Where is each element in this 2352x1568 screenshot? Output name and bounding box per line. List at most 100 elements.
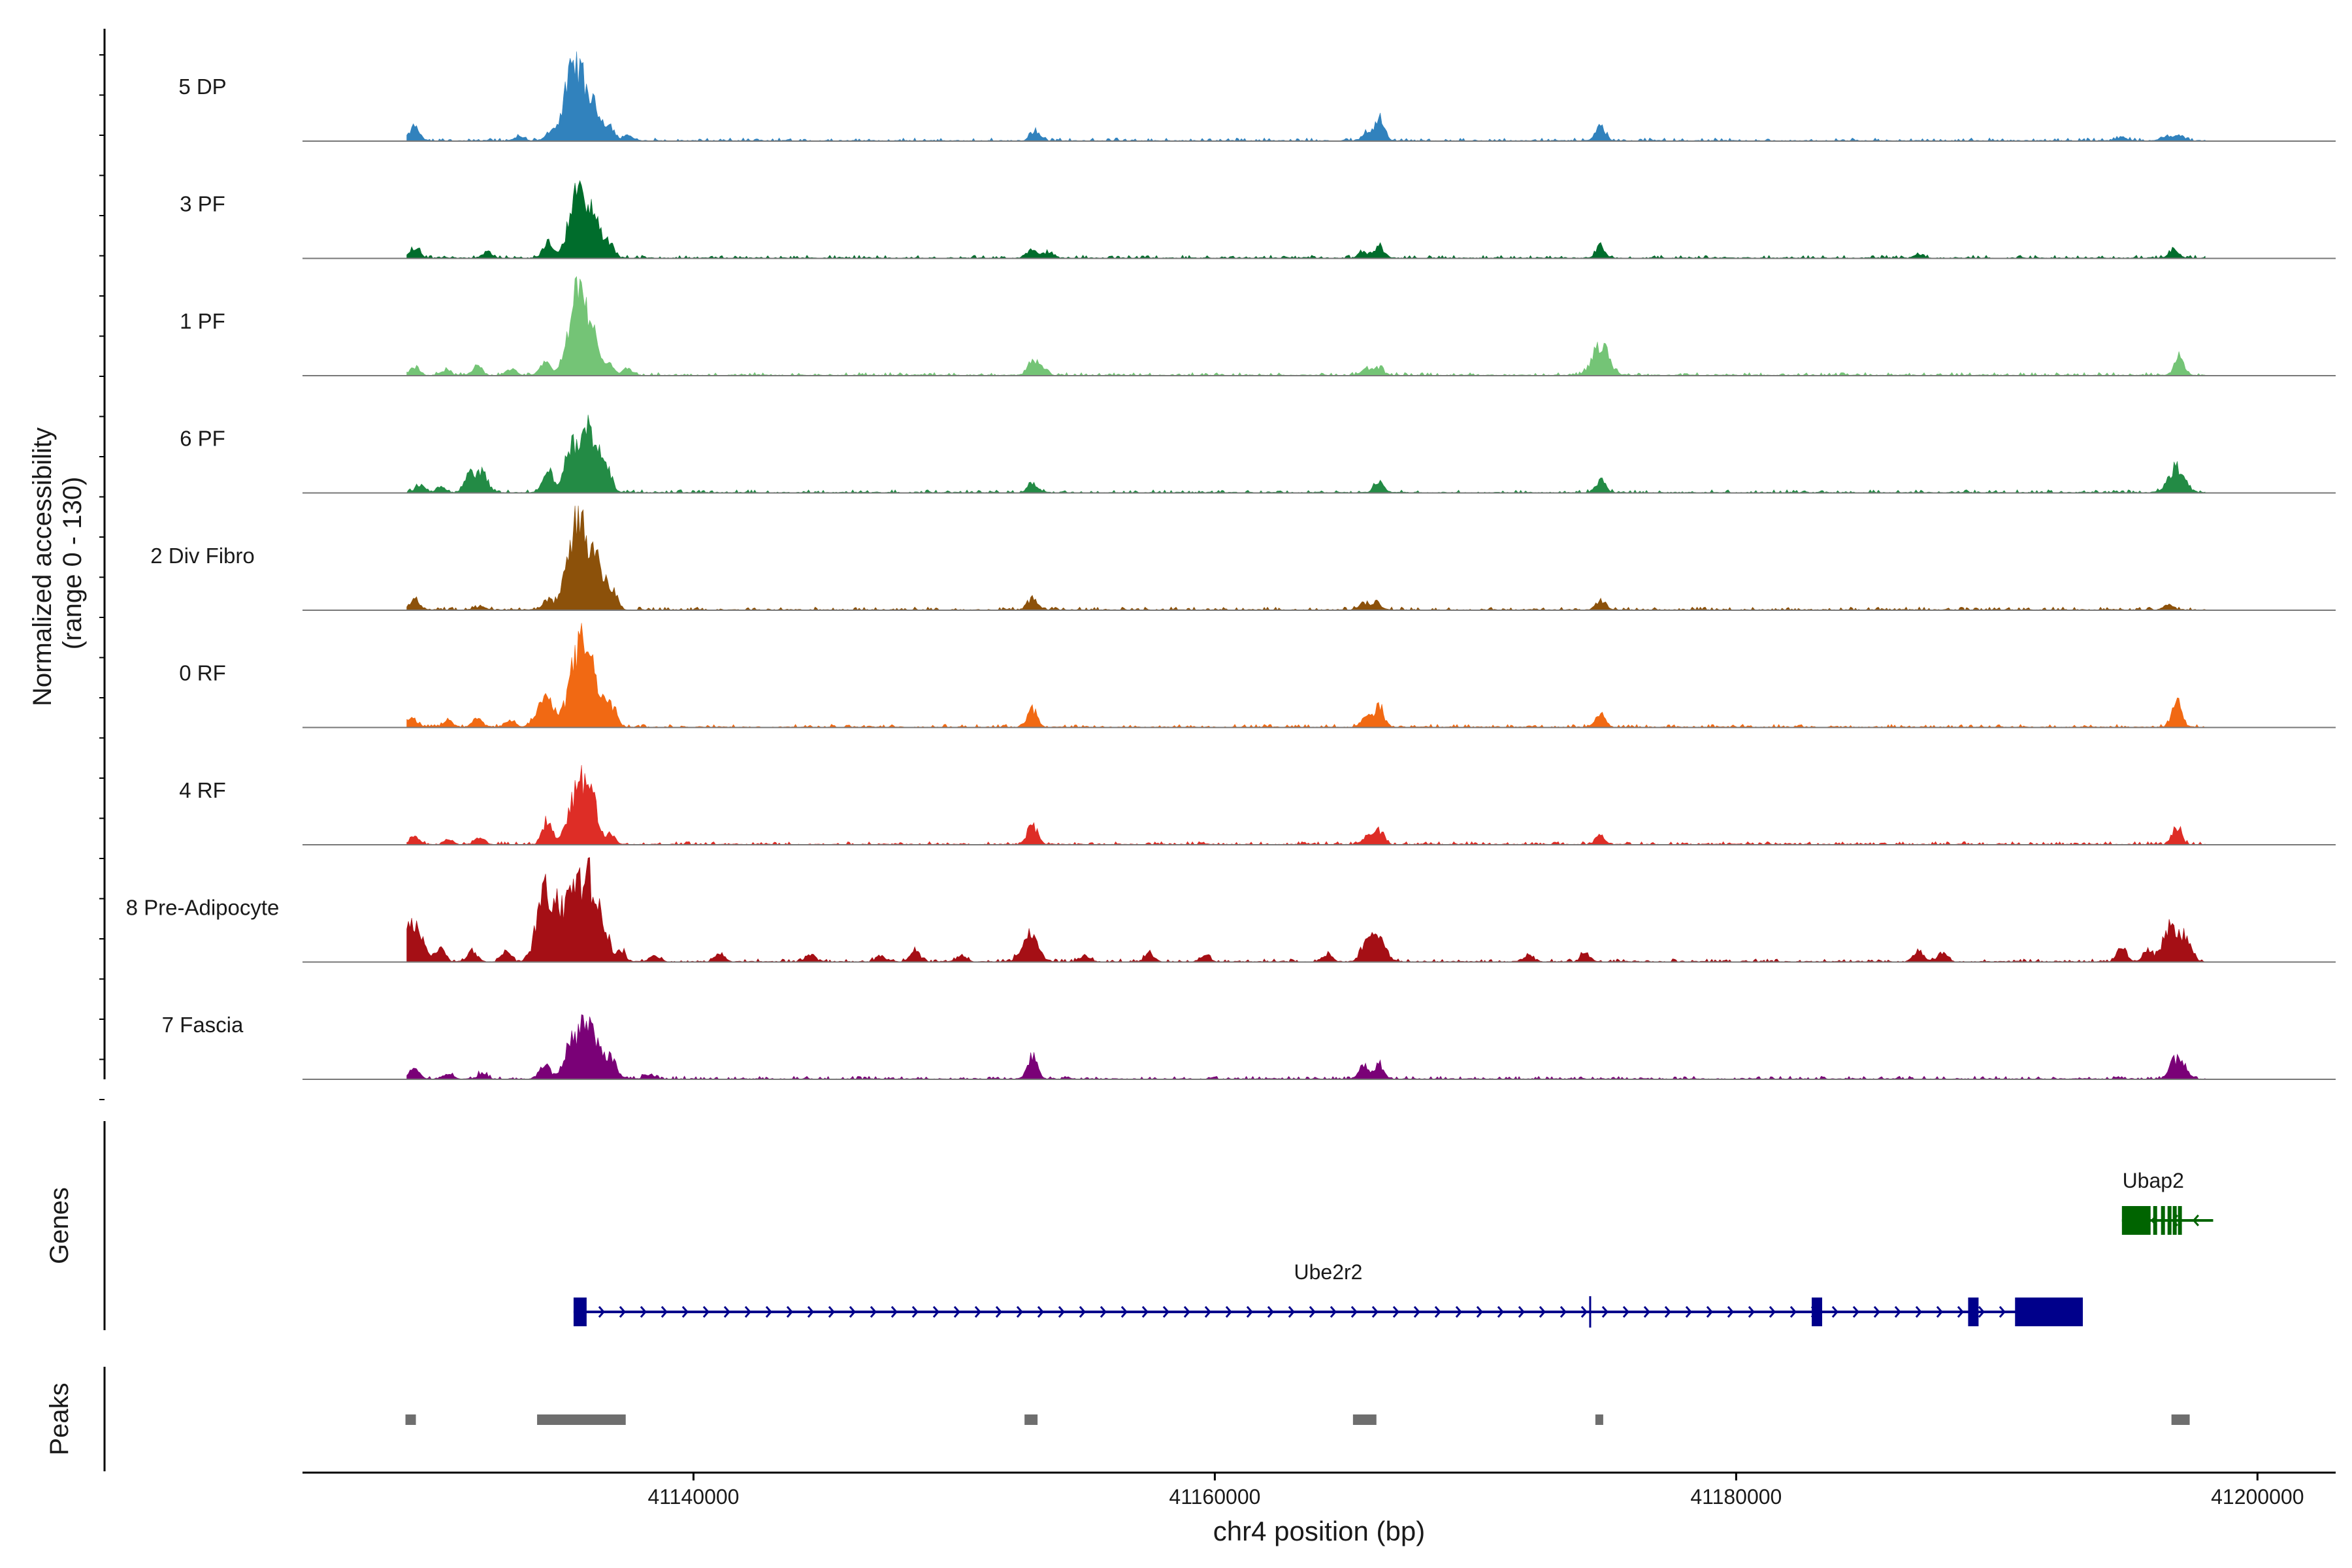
strand-chevron <box>1601 1306 1609 1318</box>
strand-chevron <box>2192 1215 2199 1226</box>
track-8: 7 Fascia <box>162 1013 2336 1080</box>
peaks-panel: Peaks <box>45 1367 2190 1471</box>
strand-chevron <box>702 1306 710 1318</box>
x-axis-title: chr4 position (bp) <box>1213 1516 1426 1546</box>
exon <box>2178 1206 2182 1235</box>
strand-chevron <box>1162 1306 1169 1318</box>
exon <box>1968 1298 1979 1326</box>
strand-chevron <box>974 1306 981 1318</box>
exon <box>573 1298 587 1326</box>
strand-chevron <box>1058 1306 1065 1318</box>
strand-chevron <box>1643 1306 1650 1318</box>
track-7: 8 Pre-Adipocyte <box>126 857 2336 963</box>
strand-chevron <box>1267 1306 1274 1318</box>
strand-chevron <box>619 1306 626 1318</box>
strand-chevron <box>744 1306 751 1318</box>
track-1: 3 PF <box>180 180 2336 259</box>
x-tick-label: 41200000 <box>2211 1485 2304 1509</box>
strand-chevron <box>661 1306 668 1318</box>
strand-chevron <box>1748 1306 1755 1318</box>
strand-chevron <box>1894 1306 1901 1318</box>
strand-chevron <box>1873 1306 1880 1318</box>
strand-chevron <box>1246 1306 1253 1318</box>
strand-chevron <box>1350 1306 1358 1318</box>
y-axis-label-line2: (range 0 - 130) <box>58 477 87 650</box>
exon <box>2167 1206 2172 1235</box>
strand-chevron <box>598 1306 605 1318</box>
gene-label: Ubap2 <box>2123 1169 2184 1192</box>
strand-chevron <box>1915 1306 1922 1318</box>
exon <box>2121 1206 2151 1235</box>
exon <box>1812 1298 1823 1326</box>
peaks-panel-label: Peaks <box>45 1382 74 1455</box>
strand-chevron <box>1789 1306 1797 1318</box>
strand-chevron <box>828 1306 835 1318</box>
genes-panel: Genes Ube2r2 Ubap2 <box>45 1121 2213 1330</box>
strand-chevron <box>1936 1306 1943 1318</box>
strand-chevron <box>1330 1306 1337 1318</box>
strand-chevron <box>995 1306 1002 1318</box>
strand-chevron <box>1664 1306 1671 1318</box>
track-5: 0 RF <box>179 623 2336 728</box>
genes-panel-label: Genes <box>45 1187 74 1264</box>
strand-chevron <box>1539 1306 1546 1318</box>
strand-chevron <box>765 1306 772 1318</box>
coverage-area <box>406 1014 2206 1080</box>
strand-chevron <box>1413 1306 1420 1318</box>
peak-region <box>1352 1414 1377 1425</box>
track-3: 6 PF <box>180 414 2336 494</box>
strand-chevron <box>723 1306 730 1318</box>
track-label: 3 PF <box>180 192 225 216</box>
gene-ube2r2: Ube2r2 <box>573 1260 2083 1328</box>
strand-chevron <box>1225 1306 1232 1318</box>
coverage-area <box>406 764 2206 845</box>
track-0: 5 DP <box>178 51 2336 142</box>
exon <box>2161 1206 2165 1235</box>
coverage-area <box>406 276 2206 376</box>
x-axis: 41140000 41160000 41180000 41200000 <box>302 1471 2336 1509</box>
track-4: 2 Div Fibro <box>150 505 2336 611</box>
strand-chevron <box>1079 1306 1086 1318</box>
peak-region <box>2171 1414 2190 1425</box>
strand-chevron <box>911 1306 919 1318</box>
exon <box>2153 1206 2157 1235</box>
peak-region <box>1595 1414 1603 1425</box>
strand-chevron <box>1016 1306 1023 1318</box>
strand-chevron <box>932 1306 939 1318</box>
strand-chevron <box>786 1306 793 1318</box>
exon <box>2172 1206 2177 1235</box>
strand-chevron <box>807 1306 814 1318</box>
strand-chevron <box>1852 1306 1859 1318</box>
strand-chevron <box>1957 1306 1964 1318</box>
x-tick-label: 41180000 <box>1690 1485 1782 1509</box>
strand-chevron <box>1371 1306 1379 1318</box>
track-2: 1 PF <box>180 276 2336 376</box>
track-label: 0 RF <box>179 661 226 685</box>
exon <box>2015 1298 2083 1326</box>
strand-chevron <box>1204 1306 1211 1318</box>
peak-region <box>1024 1414 1038 1425</box>
strand-chevron <box>1978 1306 1985 1318</box>
strand-chevron <box>1392 1306 1399 1318</box>
gene-label: Ube2r2 <box>1294 1260 1362 1284</box>
peak-region <box>537 1414 626 1425</box>
x-tick-label: 41140000 <box>647 1485 739 1509</box>
strand-chevron <box>1120 1306 1128 1318</box>
left-axis <box>99 29 106 1100</box>
strand-chevron <box>681 1306 689 1318</box>
strand-chevron <box>1455 1306 1462 1318</box>
track-label: 4 RF <box>179 778 226 802</box>
strand-chevron <box>1685 1306 1692 1318</box>
gene-ubap2: Ubap2 <box>2121 1169 2213 1235</box>
strand-chevron <box>1580 1306 1588 1318</box>
strand-chevron <box>1831 1306 1838 1318</box>
coverage-area <box>406 180 2206 259</box>
track-label: 1 PF <box>180 309 225 333</box>
strand-chevron <box>1100 1306 1107 1318</box>
coverage-area <box>406 505 2206 611</box>
strand-chevron <box>890 1306 898 1318</box>
strand-chevron <box>1476 1306 1483 1318</box>
track-label: 2 Div Fibro <box>150 544 255 568</box>
coverage-tracks: 5 DP 3 PF 1 PF 6 PF 2 Div Fibro 0 RF 4 RF 8 Pre… <box>126 51 2336 1080</box>
